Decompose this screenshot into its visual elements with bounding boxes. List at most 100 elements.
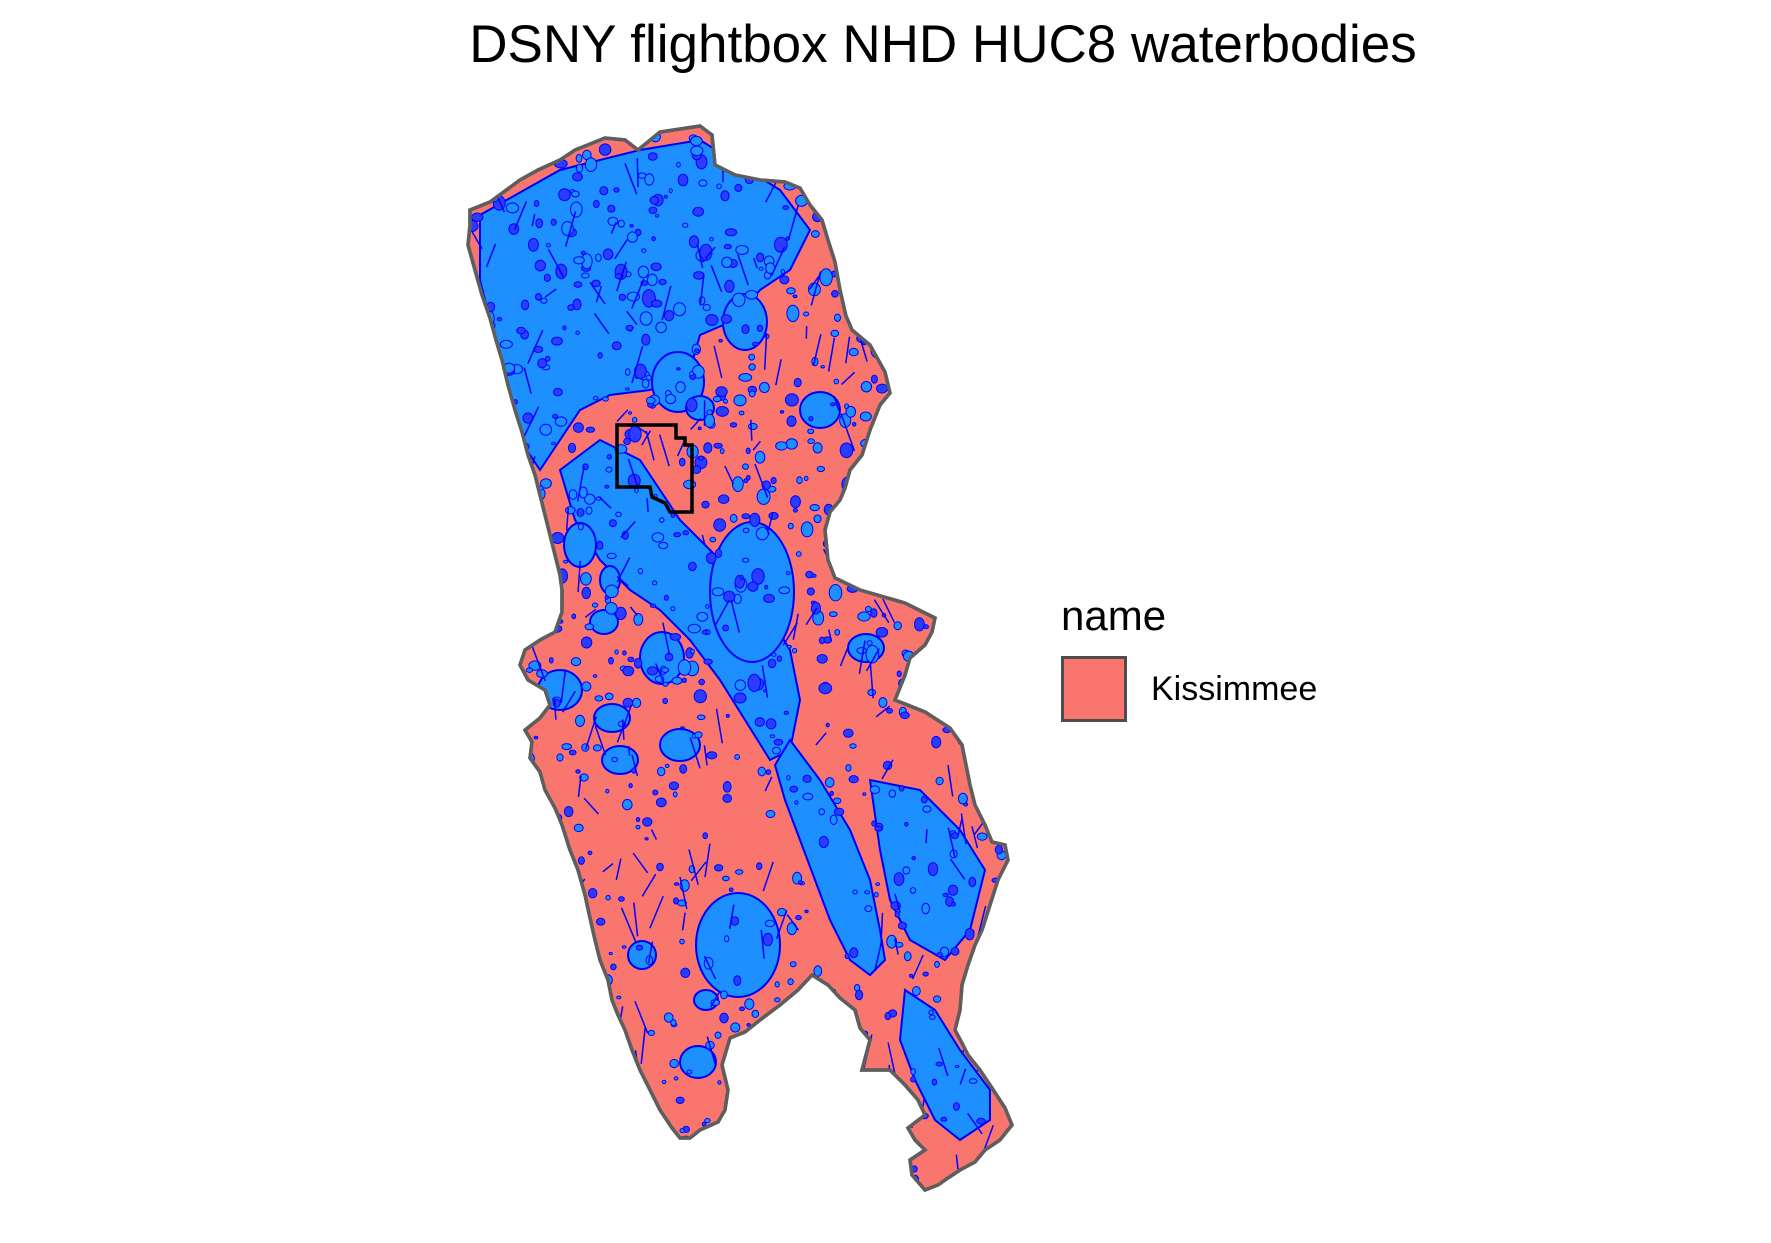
waterbody-pond: [491, 727, 499, 736]
waterbody-pond: [868, 313, 878, 324]
waterbody-pond: [797, 880, 804, 885]
waterbody-pond: [756, 324, 764, 332]
waterbody-pond: [802, 792, 814, 801]
waterbody-pond: [607, 204, 616, 213]
waterbody-pond: [673, 897, 679, 905]
waterbody-pond: [641, 378, 650, 389]
waterbody-channel: [626, 310, 638, 326]
waterbody-pond: [682, 222, 689, 228]
waterbody-pond: [738, 410, 745, 416]
waterbody-pond: [536, 937, 545, 945]
waterbody-pond: [675, 1096, 685, 1105]
waterbody-pond: [719, 151, 727, 161]
waterbody-pond: [905, 355, 911, 360]
waterbody-pond: [697, 426, 702, 431]
waterbody-pond: [1015, 411, 1020, 417]
waterbody-pond: [504, 978, 509, 983]
waterbody-pond: [470, 715, 478, 720]
waterbody-pond: [820, 986, 829, 996]
waterbody-pond: [554, 1139, 560, 1147]
waterbody-pond: [987, 797, 995, 807]
waterbody-pond: [832, 188, 845, 204]
waterbody-pond: [498, 796, 509, 809]
waterbody-channel: [749, 1154, 756, 1190]
waterbody-pond: [935, 1061, 943, 1067]
waterbody-pond: [571, 613, 577, 620]
waterbody-pond: [751, 341, 760, 347]
waterbody-pond: [924, 126, 939, 142]
waterbody-channel: [831, 1072, 835, 1093]
waterbody-pond: [994, 845, 1004, 855]
waterbody-pond: [696, 714, 706, 721]
waterbody-pond: [527, 238, 539, 252]
waterbody-pond: [906, 454, 912, 461]
waterbody-pond: [758, 266, 764, 271]
waterbody-channel: [873, 599, 890, 624]
waterbody-channel: [518, 797, 531, 819]
waterbody-channel: [681, 912, 686, 931]
waterbody-pond: [858, 187, 871, 204]
waterbody-channel: [632, 852, 649, 874]
waterbody-pond: [717, 1080, 722, 1085]
waterbody-channel: [839, 645, 850, 667]
waterbody-pond: [893, 621, 902, 631]
waterbody-pond: [561, 145, 571, 153]
waterbody-pond: [786, 775, 791, 781]
waterbody-pond: [468, 886, 476, 898]
waterbody-pond: [754, 717, 765, 727]
waterbody-pond: [505, 568, 512, 574]
waterbody-pond: [558, 188, 571, 202]
waterbody-channel: [765, 179, 778, 203]
waterbody-pond: [865, 644, 880, 664]
waterbody-channel: [576, 466, 585, 502]
waterbody-pond: [832, 797, 842, 805]
waterbody-pond: [618, 896, 625, 902]
waterbody-pond: [575, 330, 581, 335]
waterbody-pond: [896, 670, 902, 678]
waterbody-pond: [456, 303, 465, 309]
waterbody-pond: [641, 248, 647, 254]
waterbody-pond: [690, 145, 704, 157]
waterbody-pond: [742, 527, 750, 534]
waterbody-channel: [993, 179, 1000, 196]
waterbody-pond: [490, 557, 500, 566]
waterbody-channel: [952, 231, 957, 269]
waterbody-channel: [706, 1036, 717, 1066]
waterbody-pond: [993, 413, 998, 418]
waterbody-pond: [573, 823, 584, 833]
waterbody-pond: [588, 1086, 599, 1099]
waterbody-pond: [584, 157, 598, 173]
waterbody-channel: [947, 827, 956, 857]
waterbody-pond: [519, 550, 524, 556]
waterbody-pond: [534, 259, 546, 272]
waterbody-channel: [616, 261, 627, 292]
waterbody-pond: [572, 422, 584, 433]
waterbody-pond: [757, 766, 766, 777]
waterbody-pond: [789, 961, 797, 968]
waterbody-pond: [475, 334, 485, 343]
waterbody-pond: [486, 850, 491, 854]
waterbody-pond: [942, 551, 956, 564]
waterbody-pond: [627, 231, 638, 243]
waterbody-pond: [724, 1160, 734, 1172]
waterbody-pond: [874, 542, 887, 555]
waterbody-pond: [622, 665, 635, 677]
waterbody-pond: [819, 268, 833, 287]
waterbody-pond: [999, 423, 1012, 438]
waterbody-pond: [803, 311, 810, 317]
waterbody-pond: [1009, 181, 1012, 185]
waterbody-pond: [595, 253, 602, 262]
waterbody-pond: [709, 536, 717, 543]
waterbody-pond: [706, 751, 718, 760]
waterbody-pond: [770, 476, 777, 485]
waterbody-pond: [880, 252, 889, 261]
waterbody-pond: [722, 793, 733, 804]
waterbody-pond: [987, 553, 999, 567]
waterbody-pond: [867, 688, 877, 697]
waterbody-channel: [616, 409, 629, 423]
waterbody-channel: [724, 465, 735, 485]
waterbody-pond: [902, 866, 911, 875]
waterbody-pond: [996, 813, 1004, 819]
waterbody-channel: [565, 507, 570, 531]
waterbody-pond: [824, 777, 835, 788]
